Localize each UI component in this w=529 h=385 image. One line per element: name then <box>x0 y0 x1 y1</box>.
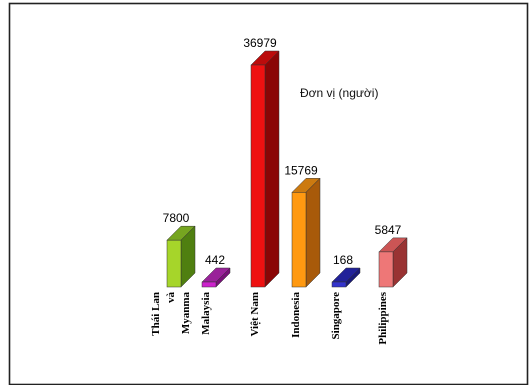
value-labels-group: 7800 442 36979 15769 168 5847 <box>163 36 402 267</box>
bar-4-front <box>331 281 347 288</box>
category-label-0-line-1: và <box>165 292 177 304</box>
bar-1 <box>201 267 231 288</box>
category-label-2: Việt Nam <box>249 292 261 337</box>
bar-3-side <box>305 177 321 288</box>
value-label-2: 36979 <box>243 36 277 50</box>
bar-0-front <box>166 239 182 288</box>
bar-2-side <box>264 50 280 288</box>
category-label-5: Philippines <box>377 291 389 344</box>
category-labels-group: Thái Lan và Myanma Malaysia Việt Nam Indonesi… <box>150 291 389 344</box>
category-label-3: Indonesia <box>290 292 302 338</box>
category-label-0-line-0: Thái Lan <box>150 292 162 336</box>
bar-4 <box>331 267 361 288</box>
bar-2 <box>250 50 280 288</box>
value-label-3: 15769 <box>284 163 318 177</box>
category-label-1: Malaysia <box>200 292 212 335</box>
value-label-4: 168 <box>333 253 353 267</box>
unit-note: Đơn vị (người) <box>300 86 378 100</box>
category-label-4: Singapore <box>330 292 342 340</box>
bar-3 <box>291 177 321 288</box>
value-label-1: 442 <box>205 253 225 267</box>
bar-0 <box>166 225 196 288</box>
bar-3-front <box>291 192 307 288</box>
bars-group <box>166 50 408 288</box>
category-label-0-line-2: Myanma <box>180 292 192 335</box>
bar-2-front <box>250 64 266 288</box>
bar-5 <box>378 237 408 288</box>
bar-1-front <box>201 281 217 288</box>
bar-5-front <box>378 251 394 288</box>
value-label-5: 5847 <box>375 223 402 237</box>
value-label-0: 7800 <box>163 211 190 225</box>
